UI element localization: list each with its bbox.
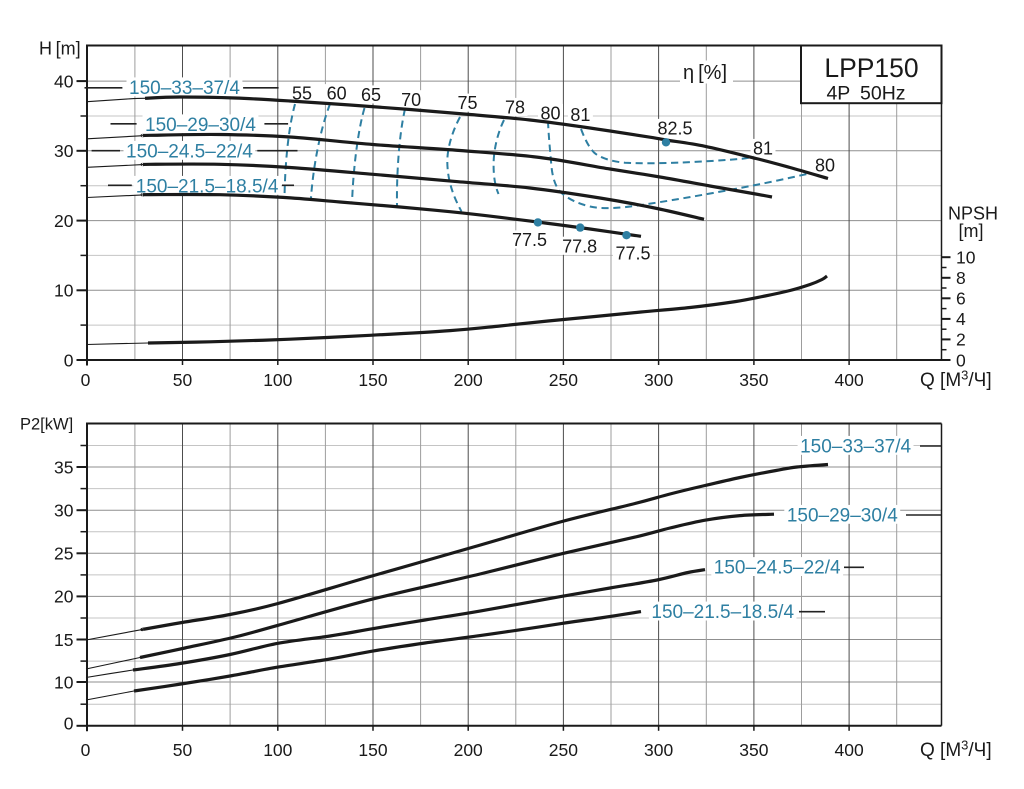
svg-text:NPSH: NPSH: [948, 204, 998, 224]
svg-text:81: 81: [570, 105, 590, 125]
svg-text:10: 10: [54, 281, 74, 301]
svg-text:25: 25: [54, 544, 73, 564]
svg-text:20: 20: [54, 211, 74, 231]
svg-text:0: 0: [81, 370, 91, 390]
svg-text:82.5: 82.5: [657, 119, 692, 139]
svg-text:10: 10: [54, 672, 74, 692]
svg-text:150–29–30/4: 150–29–30/4: [787, 505, 898, 526]
svg-text:350: 350: [739, 370, 768, 390]
svg-text:20: 20: [54, 587, 74, 607]
svg-text:100: 100: [263, 740, 292, 760]
svg-text:40: 40: [54, 71, 74, 91]
svg-text:150–24.5–22/4: 150–24.5–22/4: [126, 141, 253, 162]
svg-text:200: 200: [454, 740, 483, 760]
svg-text:0: 0: [64, 350, 74, 370]
svg-text:η [%]: η [%]: [683, 62, 727, 84]
svg-text:[m]: [m]: [959, 221, 984, 241]
svg-text:77.5: 77.5: [512, 230, 547, 250]
svg-text:150–21.5–18.5/4: 150–21.5–18.5/4: [651, 602, 794, 623]
svg-text:10: 10: [956, 248, 976, 268]
svg-text:81: 81: [753, 139, 773, 159]
svg-text:50: 50: [173, 370, 193, 390]
svg-text:150: 150: [358, 740, 387, 760]
svg-text:300: 300: [644, 740, 673, 760]
svg-text:0: 0: [956, 350, 966, 370]
svg-text:0: 0: [81, 740, 91, 760]
svg-text:150–33–37/4: 150–33–37/4: [129, 78, 240, 99]
svg-text:150: 150: [358, 370, 387, 390]
svg-text:P2[kW]: P2[kW]: [20, 416, 73, 434]
svg-text:75: 75: [457, 93, 477, 113]
svg-text:35: 35: [54, 457, 73, 477]
svg-text:350: 350: [739, 740, 768, 760]
svg-text:400: 400: [834, 370, 863, 390]
svg-text:15: 15: [54, 630, 73, 650]
svg-text:LPP150: LPP150: [824, 53, 918, 83]
svg-text:100: 100: [263, 370, 292, 390]
svg-text:Q [М3/Ч]: Q [М3/Ч]: [920, 738, 992, 762]
svg-text:55: 55: [292, 84, 312, 104]
svg-text:77.5: 77.5: [615, 244, 650, 264]
svg-text:0: 0: [64, 713, 74, 733]
svg-text:300: 300: [644, 370, 673, 390]
svg-text:6: 6: [956, 289, 966, 309]
svg-text:150–21.5–18.5/4: 150–21.5–18.5/4: [136, 176, 279, 197]
svg-text:80: 80: [540, 104, 560, 124]
svg-text:150–29–30/4: 150–29–30/4: [145, 115, 256, 136]
svg-text:150–33–37/4: 150–33–37/4: [800, 436, 911, 457]
svg-text:30: 30: [54, 501, 74, 521]
svg-text:50: 50: [173, 740, 193, 760]
svg-text:250: 250: [549, 740, 578, 760]
svg-text:78: 78: [505, 98, 525, 118]
svg-text:400: 400: [834, 740, 863, 760]
svg-text:Q [М3/Ч]: Q [М3/Ч]: [920, 368, 992, 392]
svg-text:200: 200: [454, 370, 483, 390]
svg-text:65: 65: [361, 85, 381, 105]
svg-text:4: 4: [956, 309, 966, 329]
svg-text:4P 50Hz: 4P 50Hz: [826, 83, 905, 105]
svg-text:77.8: 77.8: [562, 236, 597, 256]
svg-text:8: 8: [956, 268, 966, 288]
svg-text:70: 70: [401, 90, 421, 110]
svg-text:250: 250: [549, 370, 578, 390]
svg-text:80: 80: [815, 156, 835, 176]
svg-text:30: 30: [54, 141, 74, 161]
svg-text:H [m]: H [m]: [39, 39, 81, 59]
svg-text:150–24.5–22/4: 150–24.5–22/4: [714, 558, 841, 579]
svg-text:60: 60: [327, 84, 347, 104]
svg-text:2: 2: [956, 330, 966, 350]
